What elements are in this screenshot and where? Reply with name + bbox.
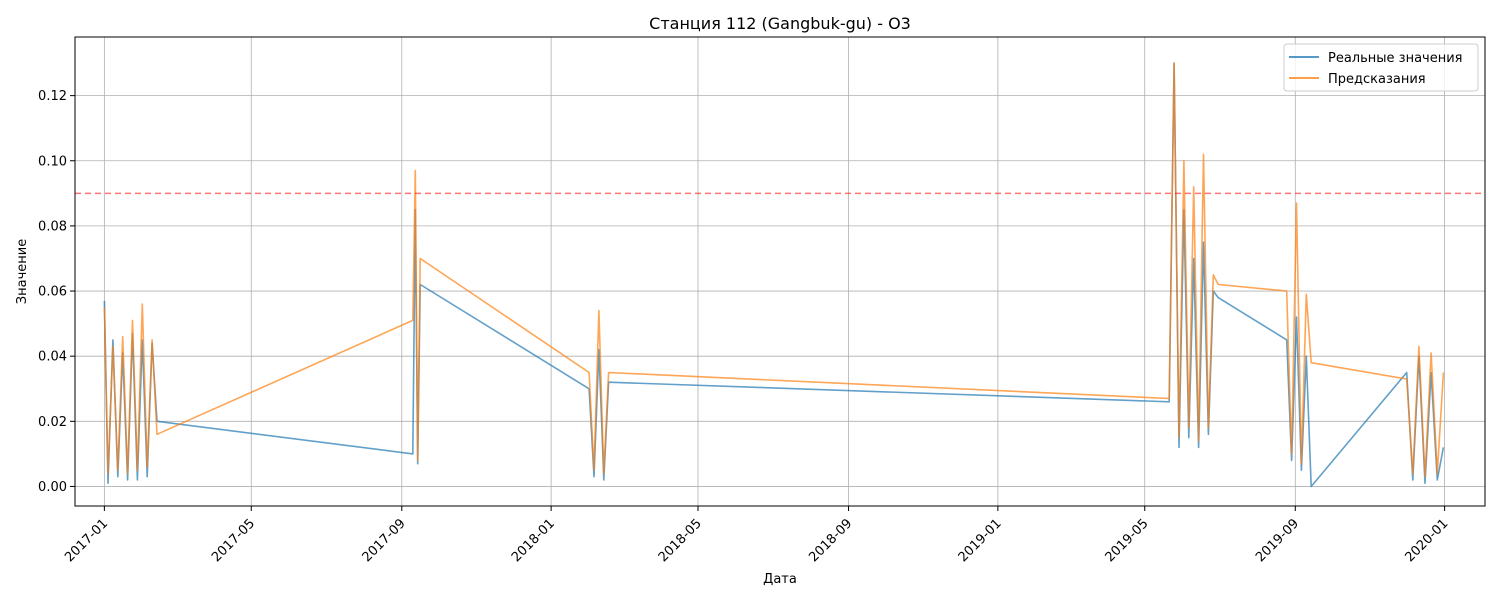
y-tick-label: 0.00 bbox=[38, 480, 67, 495]
y-tick-label: 0.04 bbox=[38, 350, 67, 365]
x-axis-title: Дата bbox=[763, 572, 797, 587]
series-layer bbox=[103, 62, 1445, 488]
legend: Реальные значения Предсказания bbox=[1283, 43, 1479, 92]
series-line-predicted bbox=[103, 62, 1445, 478]
grid-layer bbox=[75, 37, 1485, 506]
legend-box bbox=[1283, 43, 1479, 92]
chart-title: Станция 112 (Gangbuk-gu) - O3 bbox=[649, 14, 911, 33]
y-tick-label: 0.06 bbox=[38, 285, 67, 300]
y-tick-label: 0.10 bbox=[38, 154, 67, 169]
y-axis-title: Значение bbox=[15, 239, 30, 304]
plot-frame bbox=[74, 36, 1486, 507]
y-tick-label: 0.02 bbox=[38, 415, 67, 430]
y-tick-label: 0.08 bbox=[38, 219, 67, 234]
y-tick-label: 0.12 bbox=[38, 89, 67, 104]
legend-label-real: Реальные значения bbox=[1328, 51, 1463, 66]
legend-label-predicted: Предсказания bbox=[1328, 72, 1426, 87]
